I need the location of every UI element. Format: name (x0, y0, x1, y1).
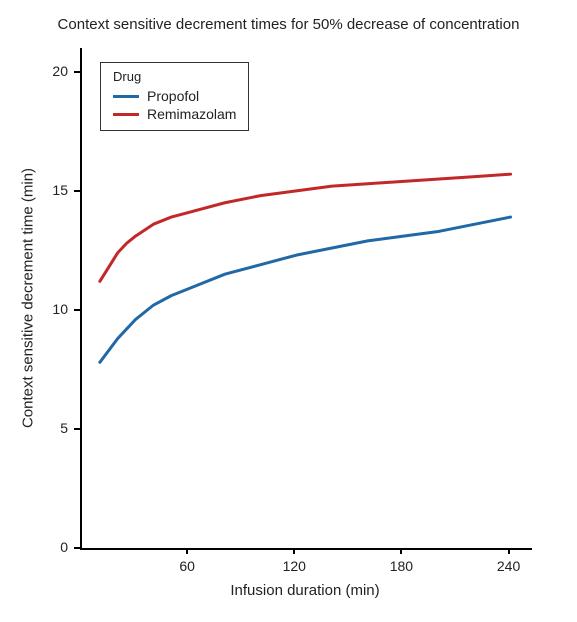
x-tick-mark (186, 548, 188, 554)
y-tick-mark (74, 547, 80, 549)
series-line-remimazolam (100, 174, 511, 281)
legend-label: Propofol (147, 88, 199, 104)
x-tick-mark (400, 548, 402, 554)
y-tick-mark (74, 428, 80, 430)
y-tick-label: 15 (52, 182, 68, 198)
legend-item: Remimazolam (113, 106, 236, 122)
legend: Drug Propofol Remimazolam (100, 62, 249, 131)
y-tick-label: 10 (52, 301, 68, 317)
legend-swatch (113, 113, 139, 116)
y-tick-label: 0 (60, 539, 68, 555)
legend-items: Propofol Remimazolam (113, 88, 236, 122)
y-tick-mark (74, 71, 80, 73)
legend-title: Drug (113, 69, 236, 84)
y-tick-label: 5 (60, 420, 68, 436)
legend-item: Propofol (113, 88, 236, 104)
x-tick-mark (293, 548, 295, 554)
x-tick-label: 120 (279, 558, 309, 574)
y-tick-mark (74, 190, 80, 192)
x-tick-mark (508, 548, 510, 554)
y-tick-mark (74, 309, 80, 311)
chart-title: Context sensitive decrement times for 50… (0, 16, 577, 33)
x-axis-label: Infusion duration (min) (80, 582, 530, 599)
y-tick-label: 20 (52, 63, 68, 79)
legend-label: Remimazolam (147, 106, 236, 122)
legend-swatch (113, 95, 139, 98)
x-tick-label: 60 (172, 558, 202, 574)
x-tick-label: 180 (386, 558, 416, 574)
y-axis-label: Context sensitive decrement time (min) (20, 168, 37, 428)
x-tick-label: 240 (494, 558, 524, 574)
series-line-propofol (100, 217, 511, 362)
chart-container: Context sensitive decrement times for 50… (0, 0, 577, 622)
